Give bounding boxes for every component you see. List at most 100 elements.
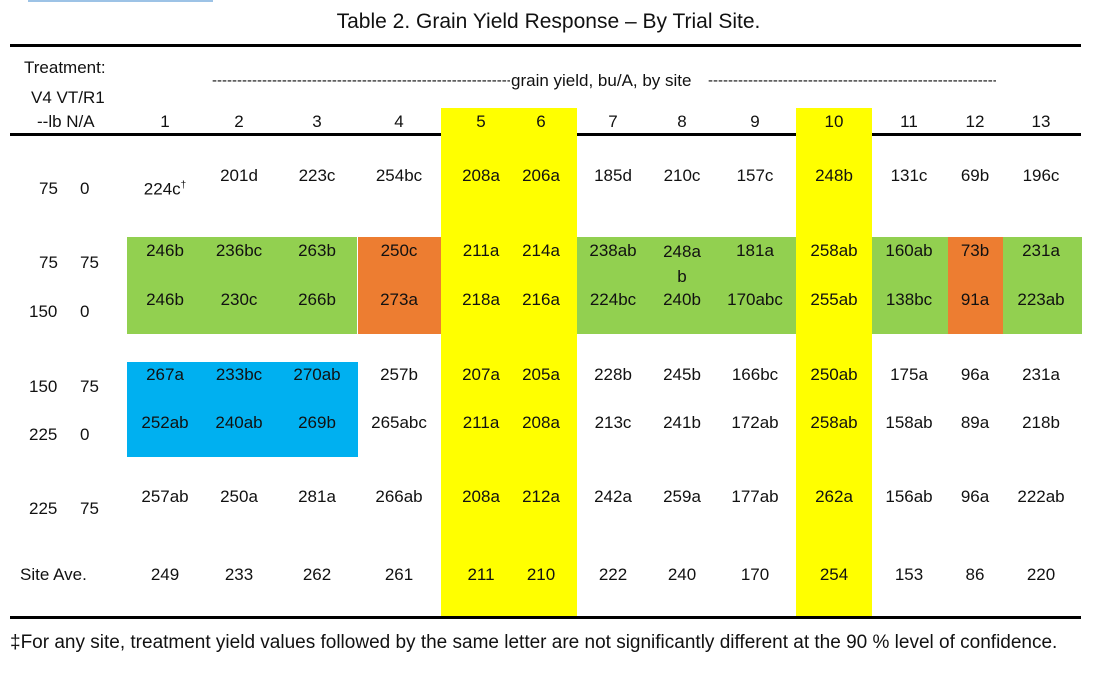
green-highlight-site-13 bbox=[1003, 237, 1082, 334]
table-cell: 208a bbox=[462, 487, 500, 506]
site-header-6: 6 bbox=[536, 112, 546, 131]
site-header-2: 2 bbox=[234, 112, 244, 131]
table-cell: 240b bbox=[663, 290, 701, 309]
treatment-header-line3: --lb N/A bbox=[37, 112, 95, 131]
table-cell: 131c bbox=[890, 166, 928, 185]
dagger-marker: † bbox=[180, 180, 187, 191]
span-dashes-right: ----------------------------------------… bbox=[708, 72, 996, 89]
table-cell: 266ab bbox=[375, 487, 423, 506]
orange-highlight-site-4 bbox=[358, 237, 441, 334]
footnote-text: For any site, treatment yield values fol… bbox=[20, 632, 1058, 653]
table-cell: 240ab bbox=[215, 413, 263, 432]
table-cell: 157c bbox=[736, 166, 774, 185]
site-average-cell: 210 bbox=[526, 565, 556, 584]
table-cell: 248a b bbox=[663, 242, 701, 286]
row-5-v4-rate: 225 bbox=[29, 425, 58, 444]
table-cell: 208a bbox=[462, 166, 500, 185]
site-average-cell: 254 bbox=[819, 565, 849, 584]
table-cell: 213c bbox=[594, 413, 632, 432]
table-cell: 248b bbox=[815, 166, 853, 185]
table-cell: 160ab bbox=[885, 241, 933, 260]
site-header-12: 12 bbox=[965, 112, 985, 131]
table-cell: 218a bbox=[462, 290, 500, 309]
row-5-vt-rate: 0 bbox=[80, 425, 90, 444]
site-average-cell: 220 bbox=[1026, 565, 1056, 584]
table-cell: 281a bbox=[298, 487, 336, 506]
table-cell: 138bc bbox=[885, 290, 933, 309]
blue-highlight-sites-1-3 bbox=[127, 362, 358, 457]
table-cell: 211a bbox=[462, 241, 500, 260]
table-cell: 89a bbox=[960, 413, 990, 432]
table-cell: 255ab bbox=[810, 290, 858, 309]
table-cell: 252ab bbox=[141, 413, 189, 432]
table-cell: 216a bbox=[522, 290, 560, 309]
row-3-v4-rate: 150 bbox=[29, 302, 58, 321]
row-3-vt-rate: 0 bbox=[80, 302, 90, 321]
table-cell: 270ab bbox=[293, 365, 341, 384]
row-6-vt-rate: 75 bbox=[80, 499, 99, 518]
site-header-7: 7 bbox=[608, 112, 618, 131]
table-cell: 69b bbox=[960, 166, 990, 185]
row-2-vt-rate: 75 bbox=[80, 253, 99, 272]
footnote-marker: ‡ bbox=[10, 632, 21, 653]
table-cell: 223c bbox=[298, 166, 336, 185]
table-cell: 250c bbox=[380, 241, 418, 260]
table-cell: 196c bbox=[1022, 166, 1060, 185]
table-cell: 238ab bbox=[589, 241, 637, 260]
yellow-highlight-site-10 bbox=[796, 108, 872, 616]
site-header-9: 9 bbox=[750, 112, 760, 131]
table-cell: 273a bbox=[380, 290, 418, 309]
site-average-cell: 261 bbox=[384, 565, 414, 584]
site-average-cell: 170 bbox=[740, 565, 770, 584]
footnote: ‡For any site, treatment yield values fo… bbox=[10, 629, 1070, 656]
table-cell: 224bc bbox=[589, 290, 637, 309]
table-cell: 266b bbox=[298, 290, 336, 309]
site-average-label: Site Ave. bbox=[20, 565, 87, 584]
site-header-5: 5 bbox=[476, 112, 486, 131]
orange-highlight-site-12 bbox=[948, 237, 1003, 334]
table-cell: 156ab bbox=[885, 487, 933, 506]
site-header-4: 4 bbox=[394, 112, 404, 131]
site-average-cell: 86 bbox=[965, 565, 985, 584]
table-cell: 206a bbox=[522, 166, 560, 185]
table-cell: 222ab bbox=[1017, 487, 1065, 506]
site-average-cell: 240 bbox=[667, 565, 697, 584]
table-cell: 258ab bbox=[810, 241, 858, 260]
table-cell: 250a bbox=[220, 487, 258, 506]
row-6-v4-rate: 225 bbox=[29, 499, 58, 518]
table-cell: 246b bbox=[146, 241, 184, 260]
table-cell: 73b bbox=[960, 241, 990, 260]
table-cell: 259a bbox=[663, 487, 701, 506]
table-cell: 158ab bbox=[885, 413, 933, 432]
table-cell: 224c† bbox=[143, 179, 187, 199]
table-cell: 218b bbox=[1022, 413, 1060, 432]
table-cell: 181a bbox=[736, 241, 774, 260]
table-cell: 205a bbox=[522, 365, 560, 384]
table-cell: 241b bbox=[663, 413, 701, 432]
table-cell: 208a bbox=[522, 413, 560, 432]
table-cell: 91a bbox=[960, 290, 990, 309]
site-header-10: 10 bbox=[824, 112, 844, 131]
green-highlight-site-11 bbox=[872, 237, 948, 334]
table-cell: 172ab bbox=[731, 413, 779, 432]
table-cell: 96a bbox=[960, 487, 990, 506]
row-4-vt-rate: 75 bbox=[80, 377, 99, 396]
site-header-3: 3 bbox=[312, 112, 322, 131]
yellow-highlight-sites-5-6 bbox=[441, 108, 577, 616]
table-title: Table 2. Grain Yield Response – By Trial… bbox=[336, 10, 761, 33]
table-cell: 228b bbox=[594, 365, 632, 384]
site-average-cell: 153 bbox=[894, 565, 924, 584]
table-cell: 166bc bbox=[731, 365, 779, 384]
table-cell: 230c bbox=[220, 290, 258, 309]
table-cell: 233bc bbox=[215, 365, 263, 384]
bottom-rule bbox=[10, 616, 1081, 619]
table-cell: 170abc bbox=[727, 290, 783, 309]
table-cell: 265abc bbox=[371, 413, 427, 432]
row-1-vt-rate: 0 bbox=[80, 179, 90, 198]
table-cell: 185d bbox=[594, 166, 632, 185]
table-cell: 254bc bbox=[375, 166, 423, 185]
table-cell: 175a bbox=[890, 365, 928, 384]
table-cell: 231a bbox=[1022, 241, 1060, 260]
treatment-header-line1: Treatment: bbox=[24, 58, 106, 77]
site-average-cell: 233 bbox=[224, 565, 254, 584]
